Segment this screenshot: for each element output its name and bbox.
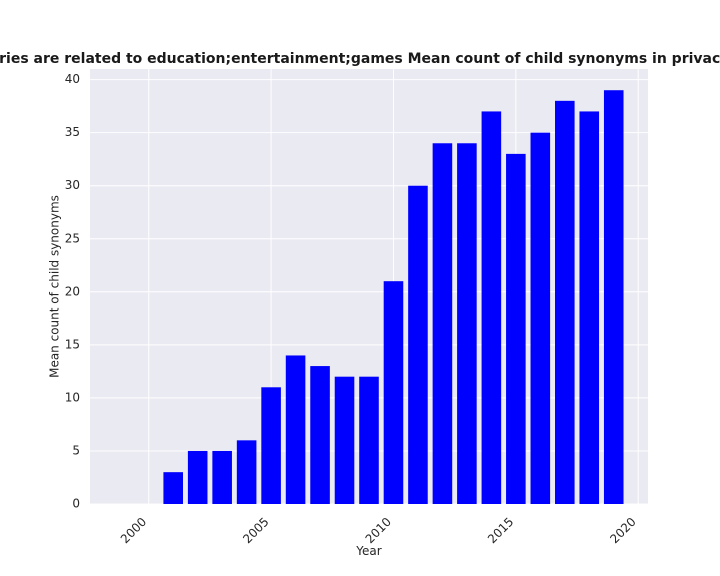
- chart-title: Categories are related to education;ente…: [0, 51, 720, 67]
- bar-2012: [432, 143, 453, 504]
- y-tick-label: 30: [65, 178, 80, 192]
- bar-2009: [359, 376, 379, 504]
- y-tick-label: 5: [72, 443, 80, 457]
- x-tick-labels: 2000 2005 2010 2015 2020: [118, 515, 639, 546]
- x-axis-label: Year: [355, 544, 381, 558]
- bar-2008: [334, 376, 355, 504]
- bar-2019: [603, 90, 624, 504]
- bar-2001: [163, 472, 183, 504]
- bar-2015: [506, 153, 526, 504]
- y-tick-label: 25: [65, 231, 80, 245]
- x-tick-label: 2000: [118, 515, 149, 546]
- y-tick-label: 40: [65, 72, 80, 86]
- bar-2010: [383, 281, 404, 504]
- bar-2013: [457, 143, 477, 504]
- y-tick-label: 20: [65, 284, 80, 298]
- y-tick-label: 35: [65, 125, 80, 139]
- bar-2006: [285, 355, 306, 504]
- bars: [163, 90, 624, 504]
- y-tick-label: 10: [65, 390, 80, 404]
- x-tick-label: 2010: [363, 515, 394, 546]
- bar-2002: [187, 450, 208, 504]
- y-tick-label: 15: [65, 337, 80, 351]
- x-tick-label: 2020: [607, 515, 638, 546]
- bar-2003: [212, 450, 232, 504]
- bar-2007: [310, 366, 330, 504]
- bar-2018: [579, 111, 600, 504]
- y-tick-labels: 0 5 10 15 20 25 30 35 40: [65, 72, 80, 510]
- bar-2017: [555, 100, 575, 504]
- y-axis-label: Mean count of child synonyms: [48, 195, 62, 378]
- bar-2011: [408, 185, 428, 504]
- bar-2016: [530, 132, 551, 504]
- x-tick-label: 2005: [240, 515, 271, 546]
- bar-2004: [236, 440, 257, 504]
- bar-2005: [261, 387, 281, 504]
- y-tick-label: 0: [72, 497, 80, 511]
- x-tick-label: 2015: [485, 515, 516, 546]
- bar-2014: [481, 111, 502, 504]
